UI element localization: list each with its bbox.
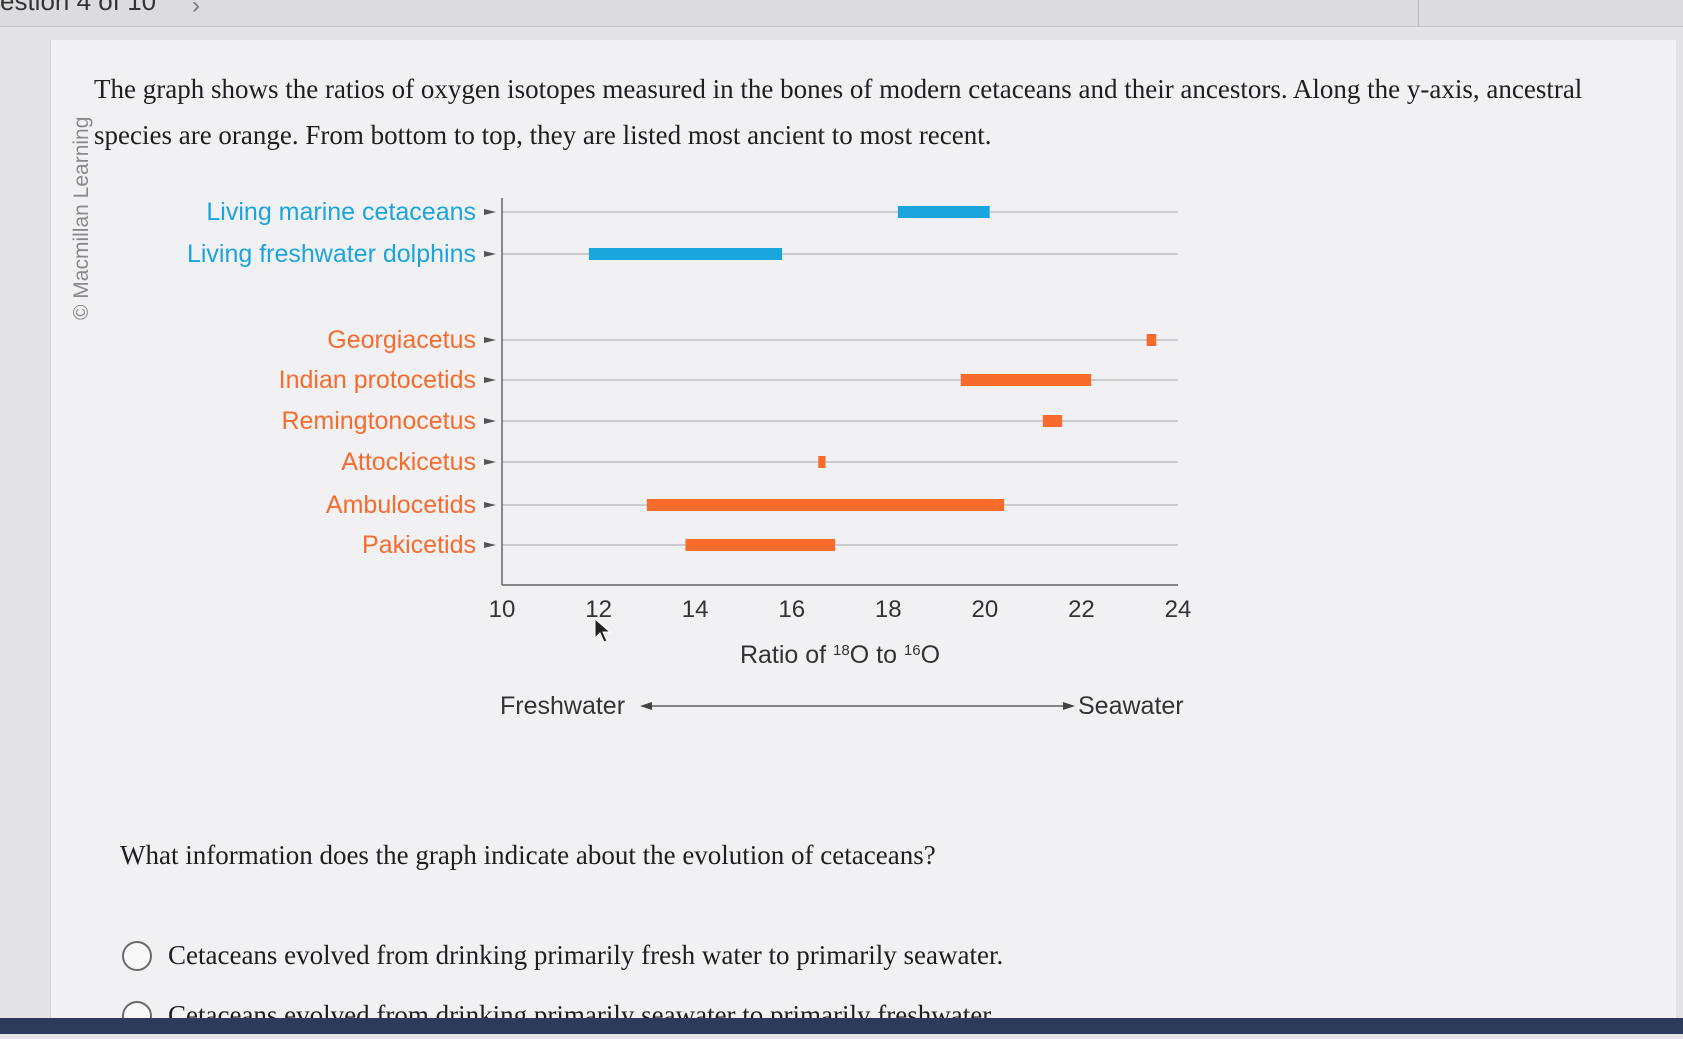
scale-label-freshwater: Freshwater [500,692,625,720]
row-label: Living freshwater dolphins [187,240,476,268]
row-label: Pakicetids [362,531,476,559]
range-bar [818,456,826,468]
x-tick-label: 20 [972,596,999,623]
x-tick-label: 10 [489,596,516,623]
arrow-left-icon [640,702,652,710]
x-tick-label: 16 [778,596,805,623]
x-tick-label: 24 [1165,596,1192,623]
answer-option-1-label: Cetaceans evolved from drinking primaril… [168,940,1004,970]
x-axis-label: Ratio of 18O to 16O [740,641,940,669]
row-pointer-icon [484,209,496,215]
range-bar [1042,415,1063,427]
row-label: Remingtonocetus [281,407,476,435]
row-label: Living marine cetaceans [206,198,476,226]
question-prompt: What information does the graph indicate… [120,840,936,870]
question-card [50,40,1676,1025]
top-navigation-bar: estion 4 of 10 › [0,0,1683,27]
x-tick-label: 12 [585,596,612,623]
radio-button-option-1[interactable] [122,940,152,971]
range-bar [588,248,783,260]
row-pointer-icon [484,337,496,343]
mouse-pointer-icon [594,618,612,643]
row-pointer-icon [484,251,496,257]
row-label: Ambulocetids [326,491,476,519]
row-label: Attockicetus [341,448,476,476]
row-pointer-icon [484,502,496,508]
range-bar [646,499,1005,511]
question-counter: estion 4 of 10 [0,0,157,16]
question-intro-text: The graph shows the ratios of oxygen iso… [94,74,1583,150]
range-bar [1146,334,1157,346]
answer-option-1[interactable]: Cetaceans evolved from drinking primaril… [122,940,1003,971]
next-question-chevron-icon[interactable]: › [192,0,200,19]
range-bar [960,374,1092,386]
bottom-taskbar [0,1018,1683,1034]
x-tick-label: 14 [682,596,709,623]
toolbar-divider [1418,0,1419,26]
arrow-right-icon [1063,702,1075,710]
x-tick-label: 22 [1068,596,1095,623]
row-pointer-icon [484,542,496,548]
range-bar [897,206,990,218]
row-pointer-icon [484,418,496,424]
range-bar [685,539,836,551]
row-pointer-icon [484,459,496,465]
row-pointer-icon [484,377,496,383]
row-label: Indian protocetids [279,366,476,394]
x-tick-label: 18 [875,596,902,623]
scale-label-seawater: Seawater [1078,692,1184,720]
row-label: Georgiacetus [327,326,476,354]
